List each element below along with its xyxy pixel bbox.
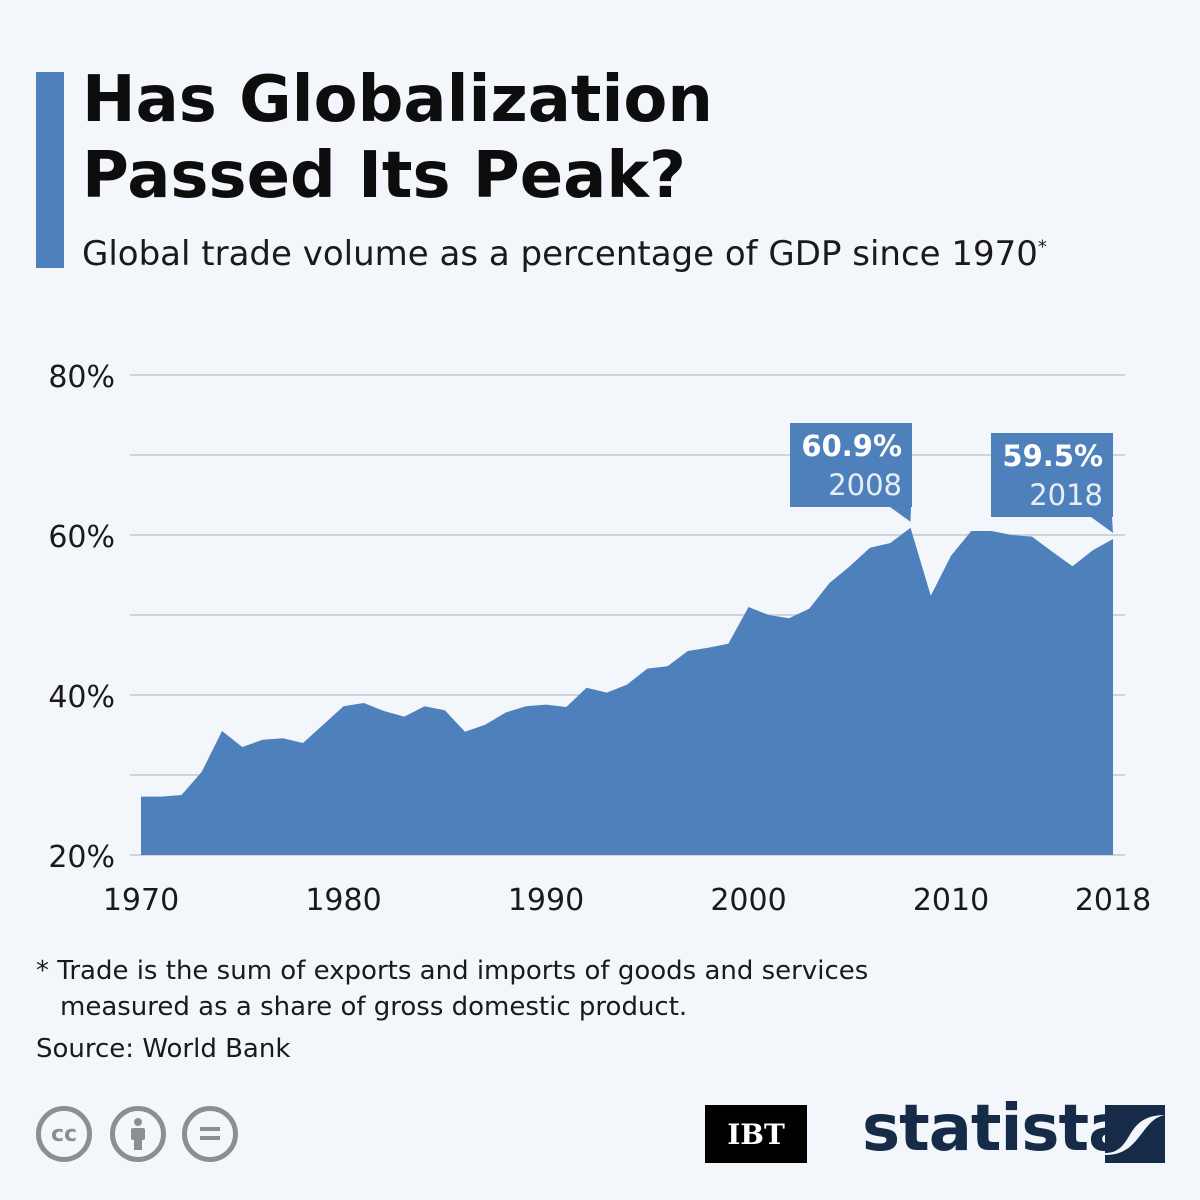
ibt-logo: IBT: [705, 1105, 807, 1163]
callout-value: 59.5%: [1002, 439, 1103, 473]
callout-year: 2018: [1029, 478, 1103, 512]
subtitle-footnote-mark: *: [1037, 236, 1047, 258]
y-tick-label: 80%: [48, 360, 115, 395]
no-derivatives-icon: [182, 1106, 238, 1162]
callout-value: 60.9%: [801, 429, 902, 463]
attribution-icon: [110, 1106, 166, 1162]
x-tick-label: 2010: [913, 883, 989, 918]
y-tick-label: 20%: [48, 840, 115, 875]
footnote-line-2: measured as a share of gross domestic pr…: [60, 992, 688, 1022]
footnote-line-1: * Trade is the sum of exports and import…: [36, 956, 869, 986]
x-tick-label: 1990: [508, 883, 584, 918]
x-tick-label: 1980: [305, 883, 381, 918]
source-text: Source: World Bank: [36, 1034, 291, 1064]
x-tick-label: 1970: [103, 883, 179, 918]
y-tick-label: 60%: [48, 520, 115, 555]
chart-subtitle: Global trade volume as a percentage of G…: [82, 234, 1047, 274]
statista-logo-mark: [1105, 1105, 1165, 1163]
subtitle-text: Global trade volume as a percentage of G…: [82, 234, 1038, 274]
creative-commons-icon: cc: [36, 1106, 92, 1162]
y-tick-label: 40%: [48, 680, 115, 715]
statista-logo: statista: [862, 1092, 1131, 1166]
area-series: [141, 527, 1113, 855]
chart-title: Has Globalization Passed Its Peak?: [82, 62, 713, 214]
x-tick-label: 2000: [710, 883, 786, 918]
callout-box: [790, 423, 912, 522]
title-accent-bar: [36, 72, 64, 268]
title-line-2: Passed Its Peak?: [82, 139, 687, 213]
x-tick-label: 2018: [1075, 883, 1151, 918]
title-line-1: Has Globalization: [82, 63, 713, 137]
callout-box: [991, 433, 1113, 533]
callout-year: 2008: [828, 468, 902, 502]
